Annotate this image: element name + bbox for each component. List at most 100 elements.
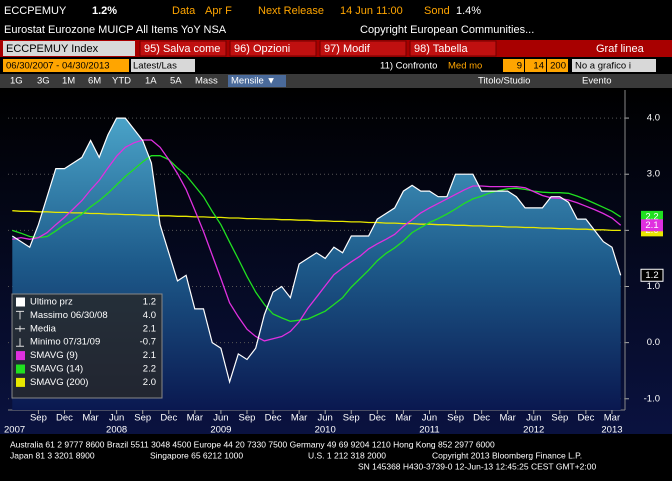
legend-box — [11, 293, 163, 399]
range: 06/30/2007 - 04/30/2013 — [6, 61, 110, 72]
legend-label: Massimo 06/30/08 — [30, 310, 108, 321]
compare[interactable]: 11) Confronto — [380, 61, 437, 72]
x-tick-label: Sep — [343, 413, 360, 424]
footer-text: Australia 61 2 9777 8600 Brazil 5511 304… — [10, 439, 495, 449]
period-value: 9 — [517, 61, 522, 72]
button-label: 95) Salva come — [144, 43, 220, 55]
button-label: 97) Modif — [324, 43, 371, 55]
y-tick-label: 0.0 — [647, 337, 660, 348]
survey-value: 1.4% — [456, 5, 481, 17]
copyright: Copyright European Communities... — [360, 24, 534, 36]
x-tick-label: Jun — [422, 413, 437, 424]
period-value: 14 — [533, 61, 544, 72]
legend-value: 2.0 — [143, 377, 156, 388]
legend-label: Media — [30, 323, 57, 334]
frequency-box[interactable] — [228, 75, 286, 87]
x-tick-label: Jun — [318, 413, 333, 424]
year-label: 2010 — [315, 425, 336, 436]
x-tick-label: Dec — [56, 413, 73, 424]
series-line — [12, 155, 622, 322]
year-label: 2011 — [419, 425, 439, 436]
y-tick-label: 1.0 — [647, 281, 660, 292]
legend-value: 2.1 — [143, 323, 156, 334]
x-tick-label: Sep — [30, 413, 47, 424]
x-tick-label: Jun — [526, 413, 541, 424]
x-tick-label: Mar — [395, 413, 411, 424]
button[interactable] — [409, 40, 497, 57]
range-tab[interactable]: 5A — [170, 76, 182, 87]
button[interactable] — [319, 40, 407, 57]
legend-label: Ultimo prz — [30, 297, 73, 308]
button[interactable] — [229, 40, 317, 57]
y-tick-label: 4.0 — [647, 113, 660, 124]
last-tag-label: 2.2 — [645, 211, 658, 222]
x-tick-label: Dec — [160, 413, 177, 424]
footer-text: Japan 81 3 3201 8900 — [10, 450, 95, 460]
period-box[interactable] — [547, 59, 568, 72]
average[interactable]: Med mo — [448, 61, 482, 72]
period-box[interactable] — [503, 59, 524, 72]
no-chart: No a grafico i — [575, 61, 631, 72]
x-tick-label: Mar — [499, 413, 515, 424]
range-tab[interactable]: Mass — [195, 76, 218, 87]
range-box[interactable] — [3, 59, 129, 72]
last-tag-label: 1.2 — [645, 270, 658, 281]
x-tick-label: Dec — [473, 413, 490, 424]
y-tick-label: -1.0 — [644, 393, 660, 404]
last-tag — [641, 219, 663, 232]
legend-swatch — [16, 297, 25, 307]
legend-value: 1.2 — [143, 297, 156, 308]
data-label: Data — [172, 5, 196, 17]
ticker: ECCPEMUY — [4, 5, 67, 17]
chart-type[interactable]: Graf linea — [596, 43, 645, 55]
legend-swatch — [16, 377, 25, 387]
year-label: 2012 — [523, 425, 544, 436]
study[interactable]: Titolo/Studio — [478, 76, 530, 87]
range-tab[interactable]: 6M — [88, 76, 101, 87]
no-chart-box[interactable] — [572, 59, 656, 72]
x-tick-label: Sep — [447, 413, 464, 424]
x-tick-label: Sep — [134, 413, 151, 424]
footer-text: Copyright 2013 Bloomberg Finance L.P. — [432, 450, 582, 460]
y-tick-label: 3.0 — [647, 169, 660, 180]
security-box[interactable] — [3, 41, 135, 56]
year-label: 2009 — [210, 425, 231, 436]
x-tick-label: Sep — [551, 413, 568, 424]
legend-icon — [16, 310, 24, 320]
last-tag — [640, 268, 664, 282]
security: ECCPEMUY Index — [6, 43, 99, 55]
next-value: 14 Jun 11:00 — [340, 5, 403, 17]
tab-bar — [0, 74, 672, 88]
legend-icon — [16, 338, 24, 347]
button[interactable] — [139, 40, 227, 57]
footer-text: U.S. 1 212 318 2000 — [308, 450, 386, 460]
year-label: 2013 — [601, 425, 622, 436]
legend-label: SMAVG (9) — [30, 350, 78, 361]
legend-icon — [15, 325, 25, 332]
x-tick-label: Dec — [577, 413, 594, 424]
data-value: Apr F — [205, 5, 232, 17]
last-tag-label: 2.1 — [645, 220, 658, 231]
period-box[interactable] — [525, 59, 546, 72]
range-tab[interactable]: YTD — [112, 76, 131, 87]
x-tick-label: Jun — [109, 413, 124, 424]
event[interactable]: Evento — [582, 76, 612, 87]
x-tick-label: Mar — [604, 413, 620, 424]
range-tab[interactable]: 1M — [62, 76, 75, 87]
year-label: 2008 — [106, 425, 127, 436]
button-label: 96) Opzioni — [234, 43, 290, 55]
range-tab[interactable]: 3G — [37, 76, 50, 87]
legend-swatch — [16, 351, 25, 361]
footer-text: Singapore 65 6212 1000 — [150, 450, 243, 460]
range-tab[interactable]: 1G — [10, 76, 23, 87]
period-box[interactable] — [131, 59, 195, 72]
x-tick-label: Mar — [187, 413, 203, 424]
area-fill — [12, 118, 621, 410]
x-tick-label: Jun — [213, 413, 228, 424]
series-line — [11, 117, 622, 385]
x-tick-label: Sep — [239, 413, 256, 424]
x-tick-label: Dec — [369, 413, 386, 424]
range-tab[interactable]: 1A — [145, 76, 157, 87]
next-label: Next Release — [258, 5, 324, 17]
